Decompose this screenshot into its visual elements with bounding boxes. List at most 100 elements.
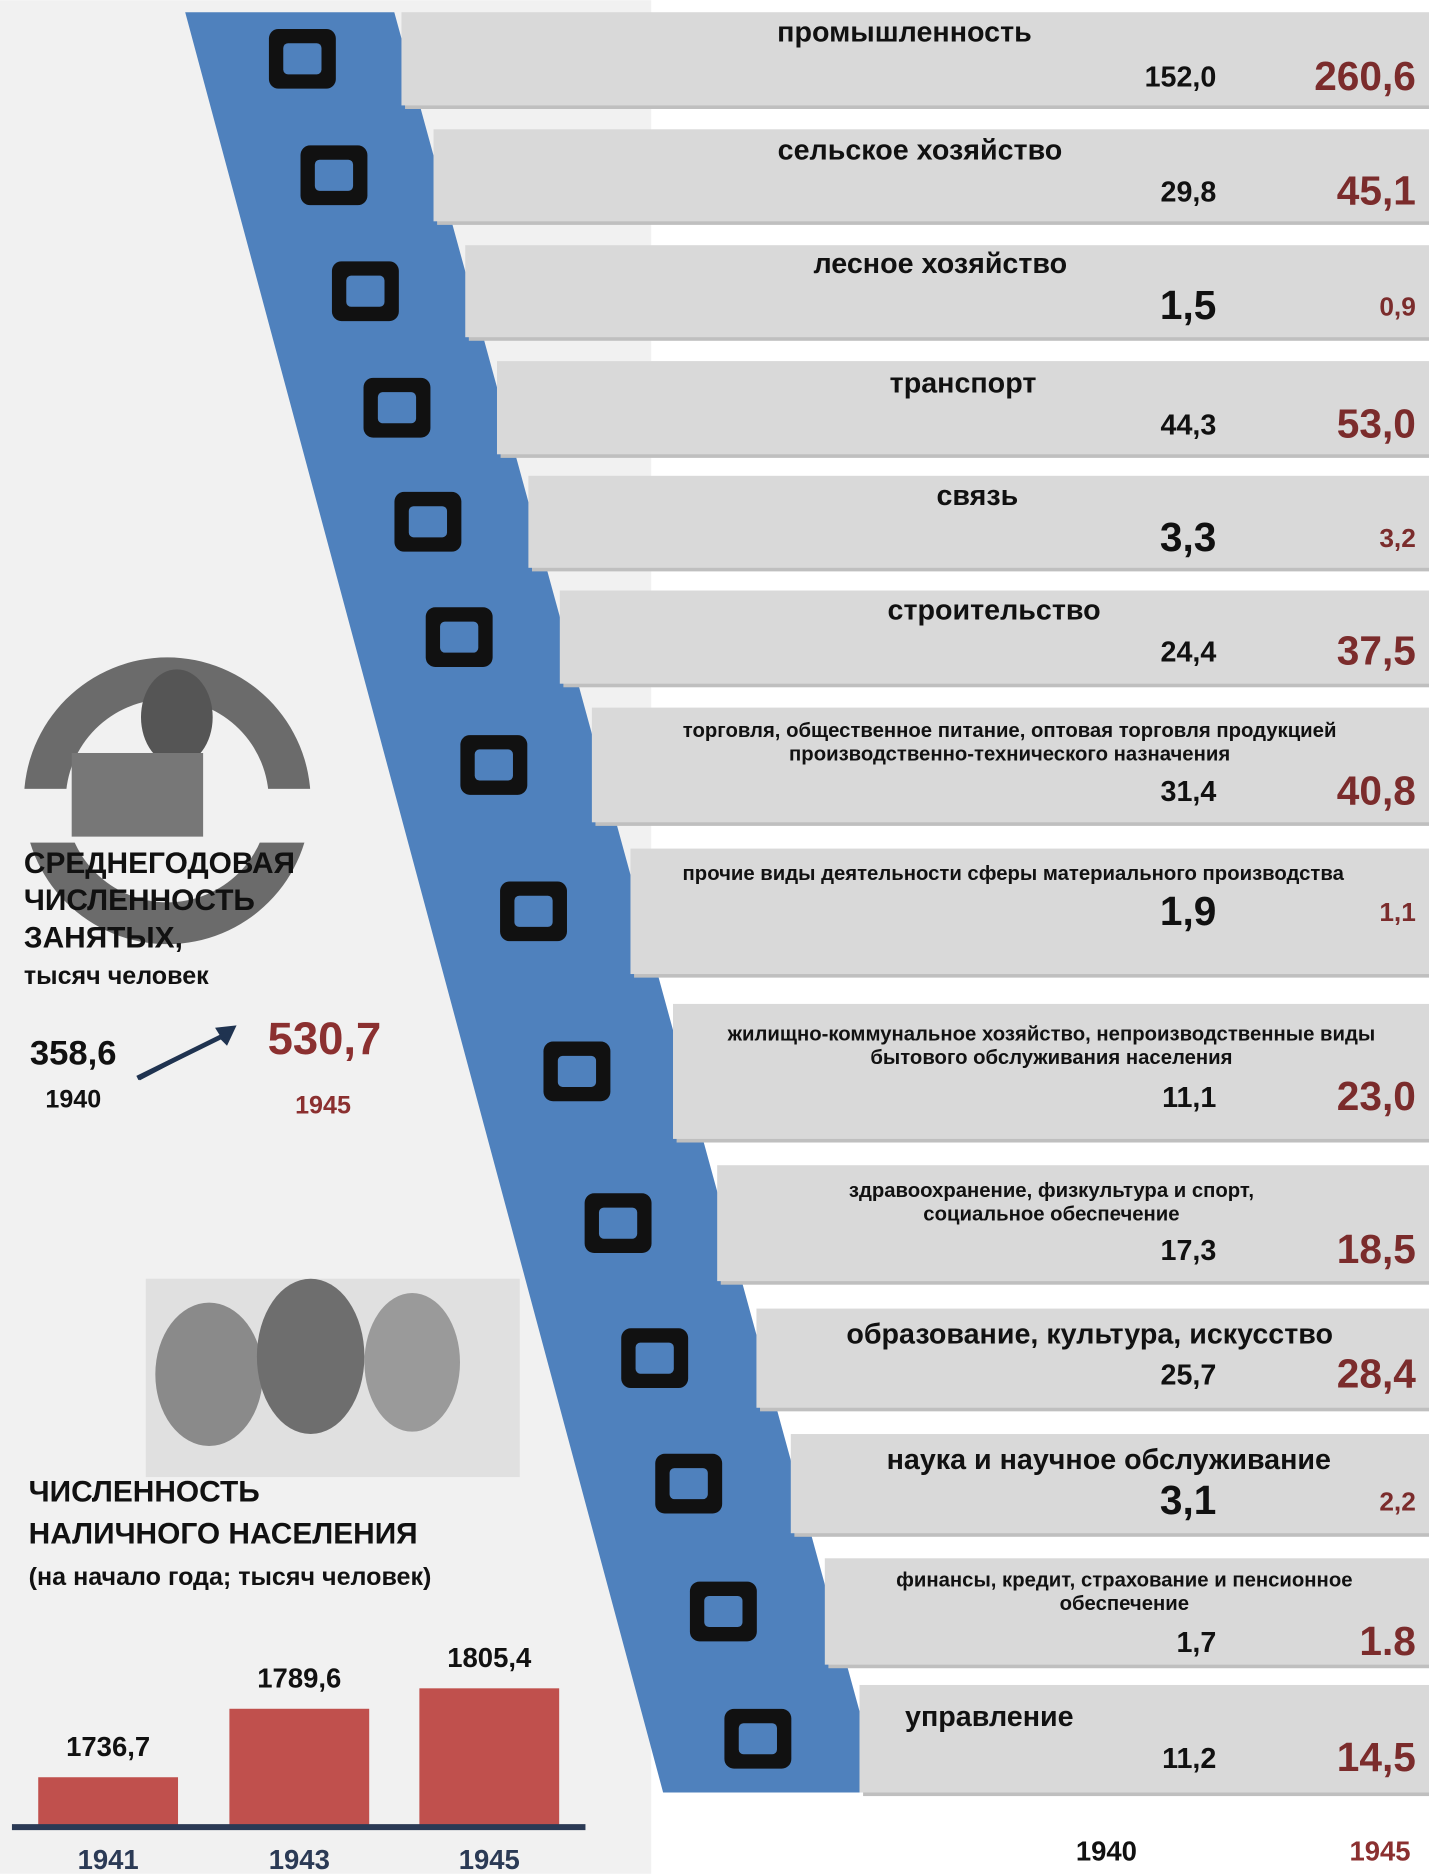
employment-unit: тысяч человек: [24, 962, 209, 990]
employment-title: СРЕДНЕГОДОВАЯ: [24, 847, 295, 880]
employment-title: ЧИСЛЕННОСТЬ: [24, 884, 255, 917]
sector-icon-detail: [704, 1595, 743, 1628]
value-1945: 40,8: [1337, 767, 1416, 813]
total-1940: 358,6: [30, 1034, 117, 1072]
value-1945: 23,0: [1337, 1073, 1416, 1119]
value-1945: 1.8: [1359, 1618, 1415, 1664]
bar: [229, 1708, 370, 1825]
population-subtitle: (на начало года; тысяч человек): [29, 1563, 432, 1591]
value-1945: 53,0: [1337, 401, 1416, 447]
sector-icon-detail: [283, 43, 322, 75]
x-tick-label: 1943: [269, 1844, 330, 1874]
sector-name: наука и научное обслуживание: [887, 1444, 1331, 1476]
value-1945: 3,2: [1379, 523, 1416, 553]
bar-value-label: 1805,4: [447, 1642, 532, 1673]
sector-name: торговля, общественное питание, оптовая …: [683, 720, 1337, 742]
sector-name: строительство: [888, 595, 1101, 627]
sector-row: [401, 12, 1429, 106]
sector-name: финансы, кредит, страхование и пенсионно…: [896, 1569, 1352, 1591]
value-1945: 28,4: [1337, 1350, 1416, 1396]
sector-icon-detail: [346, 275, 385, 307]
sector-row: [591, 707, 1429, 823]
sector-icon-detail: [440, 621, 479, 653]
value-1940: 3,1: [1160, 1477, 1216, 1523]
value-1945: 2,2: [1379, 1486, 1416, 1516]
sector-icon-detail: [669, 1468, 708, 1500]
value-1940: 152,0: [1145, 62, 1217, 94]
sector-row: [559, 590, 1429, 684]
value-1940: 11,2: [1162, 1743, 1216, 1775]
bar: [419, 1688, 560, 1825]
employment-title: ЗАНЯТЫХ,: [24, 921, 183, 954]
sector-row: [465, 245, 1429, 338]
sector-name: здравоохранение, физкультура и спорт,: [849, 1180, 1254, 1202]
sector-row: [717, 1165, 1429, 1282]
value-1945: 260,6: [1314, 53, 1416, 99]
sector-row: [630, 848, 1429, 975]
sector-row: [859, 1684, 1429, 1793]
value-1940: 3,3: [1160, 514, 1216, 560]
column-year: 1940: [1076, 1836, 1137, 1867]
value-1940: 44,3: [1161, 409, 1217, 441]
sector-name: прочие виды деятельности сферы материаль…: [683, 863, 1345, 885]
value-1940: 1,9: [1160, 888, 1216, 934]
sector-name: бытового обслуживания населения: [870, 1047, 1232, 1069]
growth-arrow-line: [136, 1032, 226, 1081]
bar: [38, 1777, 179, 1825]
value-1945: 14,5: [1337, 1734, 1416, 1780]
sector-icon-detail: [557, 1055, 597, 1087]
value-1945: 0,9: [1379, 291, 1416, 321]
sector-name: лесное хозяйство: [813, 248, 1067, 280]
value-1940: 24,4: [1161, 636, 1217, 668]
value-1945: 1,1: [1379, 897, 1416, 927]
value-1945: 18,5: [1337, 1226, 1416, 1272]
sector-name: образование, культура, искусство: [846, 1319, 1333, 1351]
year-1940: 1940: [45, 1085, 101, 1113]
sector-name: сельское хозяйство: [778, 135, 1063, 167]
value-1940: 31,4: [1161, 776, 1217, 808]
sector-icon-detail: [598, 1207, 638, 1239]
value-1945: 45,1: [1337, 168, 1416, 214]
sector-row: [790, 1434, 1429, 1534]
sector-name: связь: [936, 480, 1018, 512]
people-illustration: [145, 1278, 520, 1478]
sector-name: жилищно-коммунальное хозяйство, непроизв…: [727, 1023, 1376, 1045]
sector-row: [528, 475, 1429, 568]
worker-illustration: [11, 657, 329, 945]
column-year: 1945: [1349, 1836, 1410, 1867]
sector-name: промышленность: [777, 16, 1032, 48]
sector-icon-detail: [514, 895, 553, 927]
sector-row: [756, 1308, 1429, 1408]
sector-icon-detail: [314, 159, 354, 191]
sector-icon-detail: [377, 392, 417, 424]
year-1945: 1945: [295, 1091, 351, 1119]
sector-row: [496, 361, 1429, 455]
sector-name: обеспечение: [1060, 1593, 1189, 1615]
total-1945: 530,7: [268, 1013, 382, 1064]
sector-row: [673, 1003, 1429, 1139]
population-title: ЧИСЛЕННОСТЬ: [29, 1476, 260, 1509]
x-tick-label: 1941: [78, 1844, 139, 1874]
sector-icon-detail: [635, 1342, 674, 1374]
population-title: НАЛИЧНОГО НАСЕЛЕНИЯ: [29, 1517, 418, 1550]
sector-row: [824, 1558, 1429, 1665]
value-1940: 11,1: [1162, 1082, 1216, 1114]
sector-icon-detail: [738, 1723, 777, 1755]
sector-row: [433, 129, 1429, 222]
sector-name: социальное обеспечение: [923, 1204, 1179, 1226]
value-1945: 37,5: [1337, 628, 1416, 674]
value-1940: 1,5: [1160, 282, 1216, 328]
sector-name: управление: [905, 1701, 1074, 1733]
value-1940: 17,3: [1161, 1235, 1217, 1267]
bar-value-label: 1789,6: [257, 1662, 341, 1693]
bar-value-label: 1736,7: [66, 1731, 150, 1762]
value-1940: 29,8: [1161, 176, 1217, 208]
value-1940: 25,7: [1161, 1359, 1217, 1391]
sector-icon-detail: [408, 506, 448, 538]
sector-name: производственно-технического назначения: [789, 744, 1230, 766]
sector-icon-detail: [474, 749, 513, 781]
x-tick-label: 1945: [459, 1844, 520, 1874]
sector-name: транспорт: [890, 368, 1037, 400]
